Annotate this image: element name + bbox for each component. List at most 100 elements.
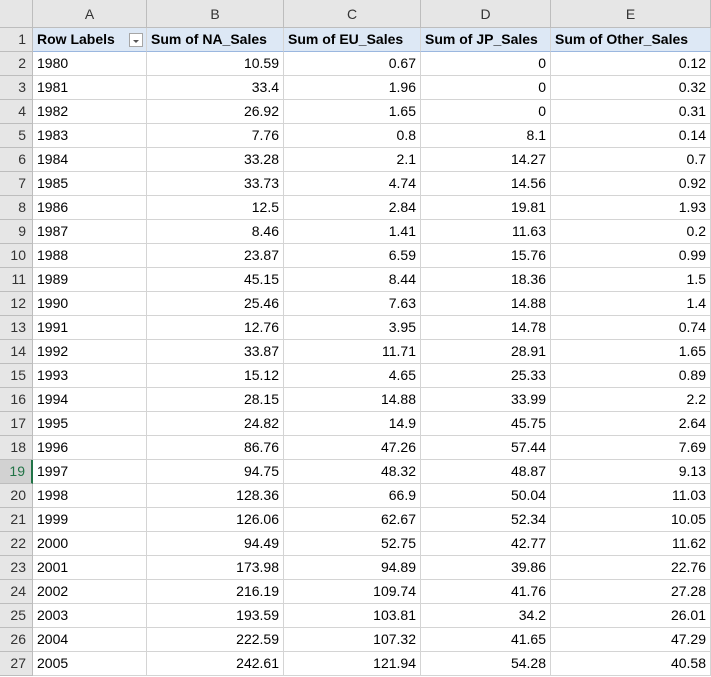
value-cell[interactable]: 3.95 bbox=[284, 316, 421, 340]
pivot-header-cell[interactable]: Row Labels bbox=[33, 28, 147, 52]
value-cell[interactable]: 15.12 bbox=[147, 364, 284, 388]
value-cell[interactable]: 2.84 bbox=[284, 196, 421, 220]
column-header[interactable]: E bbox=[551, 0, 711, 28]
value-cell[interactable]: 33.28 bbox=[147, 148, 284, 172]
value-cell[interactable]: 94.89 bbox=[284, 556, 421, 580]
value-cell[interactable]: 33.99 bbox=[421, 388, 551, 412]
row-header[interactable]: 18 bbox=[0, 436, 33, 460]
value-cell[interactable]: 103.81 bbox=[284, 604, 421, 628]
value-cell[interactable]: 0.92 bbox=[551, 172, 711, 196]
row-header[interactable]: 23 bbox=[0, 556, 33, 580]
row-label-cell[interactable]: 1999 bbox=[33, 508, 147, 532]
value-cell[interactable]: 33.73 bbox=[147, 172, 284, 196]
value-cell[interactable]: 1.65 bbox=[551, 340, 711, 364]
row-label-cell[interactable]: 1990 bbox=[33, 292, 147, 316]
column-header[interactable]: D bbox=[421, 0, 551, 28]
value-cell[interactable]: 8.46 bbox=[147, 220, 284, 244]
row-label-cell[interactable]: 1995 bbox=[33, 412, 147, 436]
value-cell[interactable]: 33.87 bbox=[147, 340, 284, 364]
value-cell[interactable]: 18.36 bbox=[421, 268, 551, 292]
value-cell[interactable]: 14.78 bbox=[421, 316, 551, 340]
value-cell[interactable]: 40.58 bbox=[551, 652, 711, 676]
value-cell[interactable]: 24.82 bbox=[147, 412, 284, 436]
value-cell[interactable]: 2.64 bbox=[551, 412, 711, 436]
row-header[interactable]: 16 bbox=[0, 388, 33, 412]
value-cell[interactable]: 9.13 bbox=[551, 460, 711, 484]
row-header[interactable]: 17 bbox=[0, 412, 33, 436]
pivot-header-cell[interactable]: Sum of EU_Sales bbox=[284, 28, 421, 52]
pivot-header-cell[interactable]: Sum of JP_Sales bbox=[421, 28, 551, 52]
value-cell[interactable]: 57.44 bbox=[421, 436, 551, 460]
row-header[interactable]: 13 bbox=[0, 316, 33, 340]
column-header[interactable]: A bbox=[33, 0, 147, 28]
row-header[interactable]: 15 bbox=[0, 364, 33, 388]
value-cell[interactable]: 0 bbox=[421, 76, 551, 100]
value-cell[interactable]: 2.1 bbox=[284, 148, 421, 172]
row-label-cell[interactable]: 1998 bbox=[33, 484, 147, 508]
row-header[interactable]: 12 bbox=[0, 292, 33, 316]
value-cell[interactable]: 54.28 bbox=[421, 652, 551, 676]
value-cell[interactable]: 23.87 bbox=[147, 244, 284, 268]
value-cell[interactable]: 10.05 bbox=[551, 508, 711, 532]
value-cell[interactable]: 19.81 bbox=[421, 196, 551, 220]
row-header[interactable]: 1 bbox=[0, 28, 33, 52]
row-label-cell[interactable]: 1993 bbox=[33, 364, 147, 388]
value-cell[interactable]: 39.86 bbox=[421, 556, 551, 580]
value-cell[interactable]: 2.2 bbox=[551, 388, 711, 412]
value-cell[interactable]: 222.59 bbox=[147, 628, 284, 652]
value-cell[interactable]: 28.91 bbox=[421, 340, 551, 364]
row-label-cell[interactable]: 1981 bbox=[33, 76, 147, 100]
value-cell[interactable]: 0.7 bbox=[551, 148, 711, 172]
row-header[interactable]: 4 bbox=[0, 100, 33, 124]
value-cell[interactable]: 14.27 bbox=[421, 148, 551, 172]
value-cell[interactable]: 11.03 bbox=[551, 484, 711, 508]
row-label-cell[interactable]: 2005 bbox=[33, 652, 147, 676]
pivot-header-cell[interactable]: Sum of Other_Sales bbox=[551, 28, 711, 52]
value-cell[interactable]: 14.88 bbox=[421, 292, 551, 316]
row-header[interactable]: 5 bbox=[0, 124, 33, 148]
value-cell[interactable]: 62.67 bbox=[284, 508, 421, 532]
row-label-cell[interactable]: 2001 bbox=[33, 556, 147, 580]
row-header[interactable]: 11 bbox=[0, 268, 33, 292]
value-cell[interactable]: 7.76 bbox=[147, 124, 284, 148]
row-label-cell[interactable]: 1980 bbox=[33, 52, 147, 76]
row-header[interactable]: 27 bbox=[0, 652, 33, 676]
value-cell[interactable]: 14.88 bbox=[284, 388, 421, 412]
row-header[interactable]: 21 bbox=[0, 508, 33, 532]
value-cell[interactable]: 25.46 bbox=[147, 292, 284, 316]
value-cell[interactable]: 47.26 bbox=[284, 436, 421, 460]
value-cell[interactable]: 216.19 bbox=[147, 580, 284, 604]
value-cell[interactable]: 28.15 bbox=[147, 388, 284, 412]
value-cell[interactable]: 0.8 bbox=[284, 124, 421, 148]
select-all[interactable] bbox=[0, 0, 33, 28]
value-cell[interactable]: 12.5 bbox=[147, 196, 284, 220]
row-header[interactable]: 25 bbox=[0, 604, 33, 628]
row-label-cell[interactable]: 1992 bbox=[33, 340, 147, 364]
value-cell[interactable]: 41.65 bbox=[421, 628, 551, 652]
value-cell[interactable]: 11.71 bbox=[284, 340, 421, 364]
value-cell[interactable]: 0 bbox=[421, 100, 551, 124]
row-label-cell[interactable]: 2004 bbox=[33, 628, 147, 652]
value-cell[interactable]: 0.32 bbox=[551, 76, 711, 100]
row-label-cell[interactable]: 1986 bbox=[33, 196, 147, 220]
value-cell[interactable]: 12.76 bbox=[147, 316, 284, 340]
row-label-cell[interactable]: 1989 bbox=[33, 268, 147, 292]
row-header[interactable]: 19 bbox=[0, 460, 33, 484]
value-cell[interactable]: 33.4 bbox=[147, 76, 284, 100]
value-cell[interactable]: 25.33 bbox=[421, 364, 551, 388]
value-cell[interactable]: 128.36 bbox=[147, 484, 284, 508]
row-header[interactable]: 24 bbox=[0, 580, 33, 604]
column-header[interactable]: B bbox=[147, 0, 284, 28]
row-header[interactable]: 20 bbox=[0, 484, 33, 508]
row-header[interactable]: 9 bbox=[0, 220, 33, 244]
value-cell[interactable]: 1.5 bbox=[551, 268, 711, 292]
row-label-cell[interactable]: 1987 bbox=[33, 220, 147, 244]
value-cell[interactable]: 0.12 bbox=[551, 52, 711, 76]
value-cell[interactable]: 15.76 bbox=[421, 244, 551, 268]
value-cell[interactable]: 48.32 bbox=[284, 460, 421, 484]
row-label-cell[interactable]: 1985 bbox=[33, 172, 147, 196]
value-cell[interactable]: 242.61 bbox=[147, 652, 284, 676]
value-cell[interactable]: 126.06 bbox=[147, 508, 284, 532]
value-cell[interactable]: 41.76 bbox=[421, 580, 551, 604]
row-header[interactable]: 14 bbox=[0, 340, 33, 364]
